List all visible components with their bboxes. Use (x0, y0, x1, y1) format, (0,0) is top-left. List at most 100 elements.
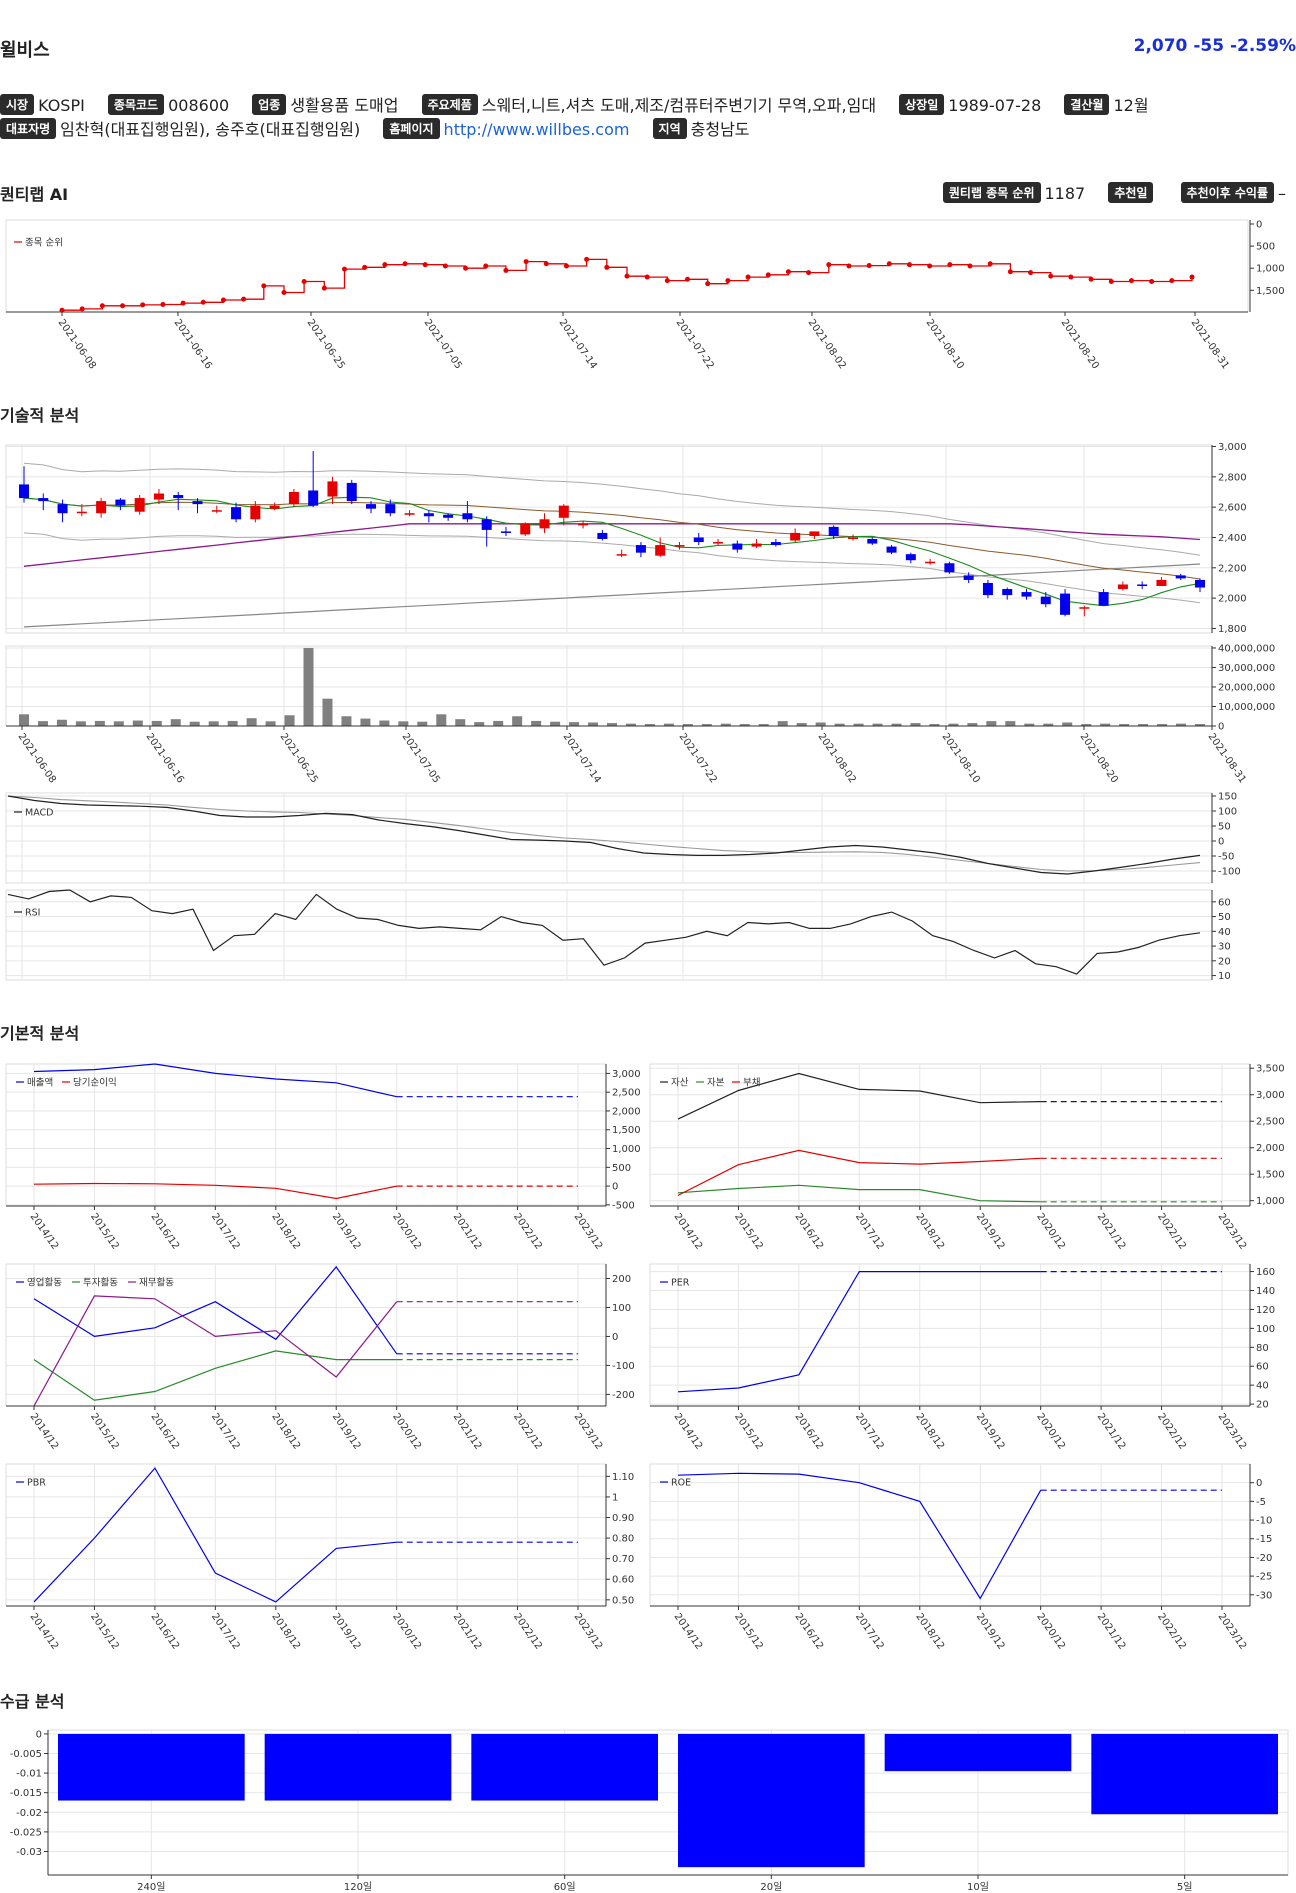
candle-body (828, 526, 839, 536)
per-xtick-label: 2023/12 (1216, 1411, 1249, 1451)
roe-xtick-label: 2014/12 (672, 1611, 705, 1651)
balance-ytick-label: 3,000 (1256, 1090, 1285, 1101)
rank-point (947, 262, 953, 268)
volume-bar (474, 722, 485, 726)
pbr-ytick-label: 0.90 (612, 1513, 634, 1524)
section-ai-title: 퀀티랩 AI (0, 185, 69, 204)
volume-bar (246, 718, 257, 726)
supply-bar (1091, 1733, 1278, 1815)
cashflow-ytick-label: -100 (612, 1361, 635, 1372)
volume-bar (588, 722, 599, 726)
pbr-xtick-label: 2019/12 (330, 1611, 363, 1651)
industry-badge: 업종 (252, 94, 287, 115)
pbr-series-line (33, 1467, 397, 1603)
rank-point (846, 263, 852, 269)
rsi-chart-frame (5, 889, 1213, 981)
roe-ytick-label: -5 (1256, 1497, 1266, 1508)
rank-line (62, 258, 1193, 311)
rank-point (483, 263, 489, 269)
sales-legend-label: 당기순이익 (73, 1077, 117, 1089)
per-xtick-label: 2022/12 (1155, 1411, 1188, 1451)
volume-bar (398, 721, 409, 726)
pbr-ytick-label: 0.70 (612, 1554, 634, 1565)
sales-xtick-label: 2023/12 (572, 1211, 605, 1251)
candle-body (732, 543, 743, 550)
volume-bar (758, 724, 769, 726)
supply-bar (471, 1733, 658, 1801)
volume-bar (701, 724, 712, 726)
candle-body (1002, 589, 1013, 596)
rec-date-badge: 추천일 (1108, 182, 1154, 203)
per-ytick-label: 60 (1256, 1362, 1269, 1373)
sales-ytick-label: 1,000 (612, 1144, 641, 1155)
rank-point (1169, 278, 1175, 284)
ma20-line (23, 497, 1201, 580)
cashflow-xtick-label: 2015/12 (88, 1411, 121, 1451)
candle-body (96, 501, 107, 514)
homepage-link[interactable]: http://www.willbes.com (443, 120, 630, 139)
volume-bar (607, 723, 617, 726)
candle-body (192, 501, 203, 505)
per-xtick-label: 2014/12 (672, 1411, 705, 1451)
pbr-ytick-label: 0.50 (612, 1595, 634, 1606)
volume-bar (796, 723, 807, 726)
balance-series-line (677, 1184, 1041, 1203)
volume-xtick-label: 2021-08-10 (940, 731, 982, 785)
rank-point (866, 263, 872, 269)
rank-ytick-label: 0 (1256, 220, 1262, 231)
cashflow-legend-label: 재무활동 (139, 1277, 174, 1289)
candle-body (693, 537, 704, 543)
sales-xtick-label: 2021/12 (451, 1211, 484, 1251)
volume-bar (113, 721, 124, 726)
rank-point (604, 264, 610, 270)
roe-ytick-label: -20 (1256, 1553, 1272, 1564)
rank-point (1048, 273, 1054, 279)
balance-series-line (677, 1149, 1041, 1196)
sales-xtick-label: 2014/12 (28, 1211, 61, 1251)
volume-bar (455, 719, 466, 726)
balance-xtick-label: 2020/12 (1034, 1211, 1067, 1251)
volume-bar (815, 722, 826, 726)
rank-point (1128, 278, 1134, 284)
volume-bar (663, 723, 674, 726)
volume-bar (1043, 723, 1054, 726)
roe-ytick-label: 0 (1256, 1478, 1262, 1489)
candle-body (443, 514, 454, 518)
volume-bar (569, 722, 580, 726)
volume-xtick-label: 2021-07-22 (677, 731, 719, 785)
candle-body (674, 545, 685, 547)
candle-body (1175, 575, 1186, 579)
rank-point (785, 269, 791, 275)
candle-body (886, 546, 897, 553)
balance-ytick-label: 1,500 (1256, 1170, 1285, 1181)
rank-point (120, 303, 126, 309)
per-ytick-label: 40 (1256, 1381, 1269, 1392)
balance-ytick-label: 2,500 (1256, 1117, 1285, 1128)
per-ytick-label: 160 (1256, 1267, 1275, 1278)
rank-point (1108, 278, 1114, 284)
cashflow-ytick-label: 200 (612, 1274, 631, 1285)
ceo-badge: 대표자명 (0, 118, 57, 139)
section-technical-title: 기술적 분석 (0, 406, 80, 425)
volume-bar (1081, 724, 1092, 726)
macd-ytick-label: 100 (1218, 807, 1237, 818)
rank-point (261, 283, 267, 289)
rank-point (806, 270, 812, 276)
volume-bar (948, 723, 959, 726)
sales-series-line (33, 1182, 397, 1200)
rank-point (1149, 278, 1155, 284)
balance-legend-label: 자산 (671, 1078, 689, 1089)
candle-body (1060, 593, 1071, 615)
candle-body (308, 490, 319, 506)
pbr-ytick-label: 0.80 (612, 1534, 634, 1545)
rsi-line (7, 889, 1201, 975)
volume-bar (550, 721, 561, 726)
roe-ytick-label: -25 (1256, 1572, 1272, 1583)
candle-body (57, 504, 68, 514)
roe-xtick-label: 2019/12 (974, 1611, 1007, 1651)
volume-bar (436, 714, 447, 726)
supply-bar (264, 1733, 452, 1801)
volume-bar (531, 720, 542, 726)
rank-point (523, 259, 529, 265)
candle-body (1098, 592, 1109, 606)
